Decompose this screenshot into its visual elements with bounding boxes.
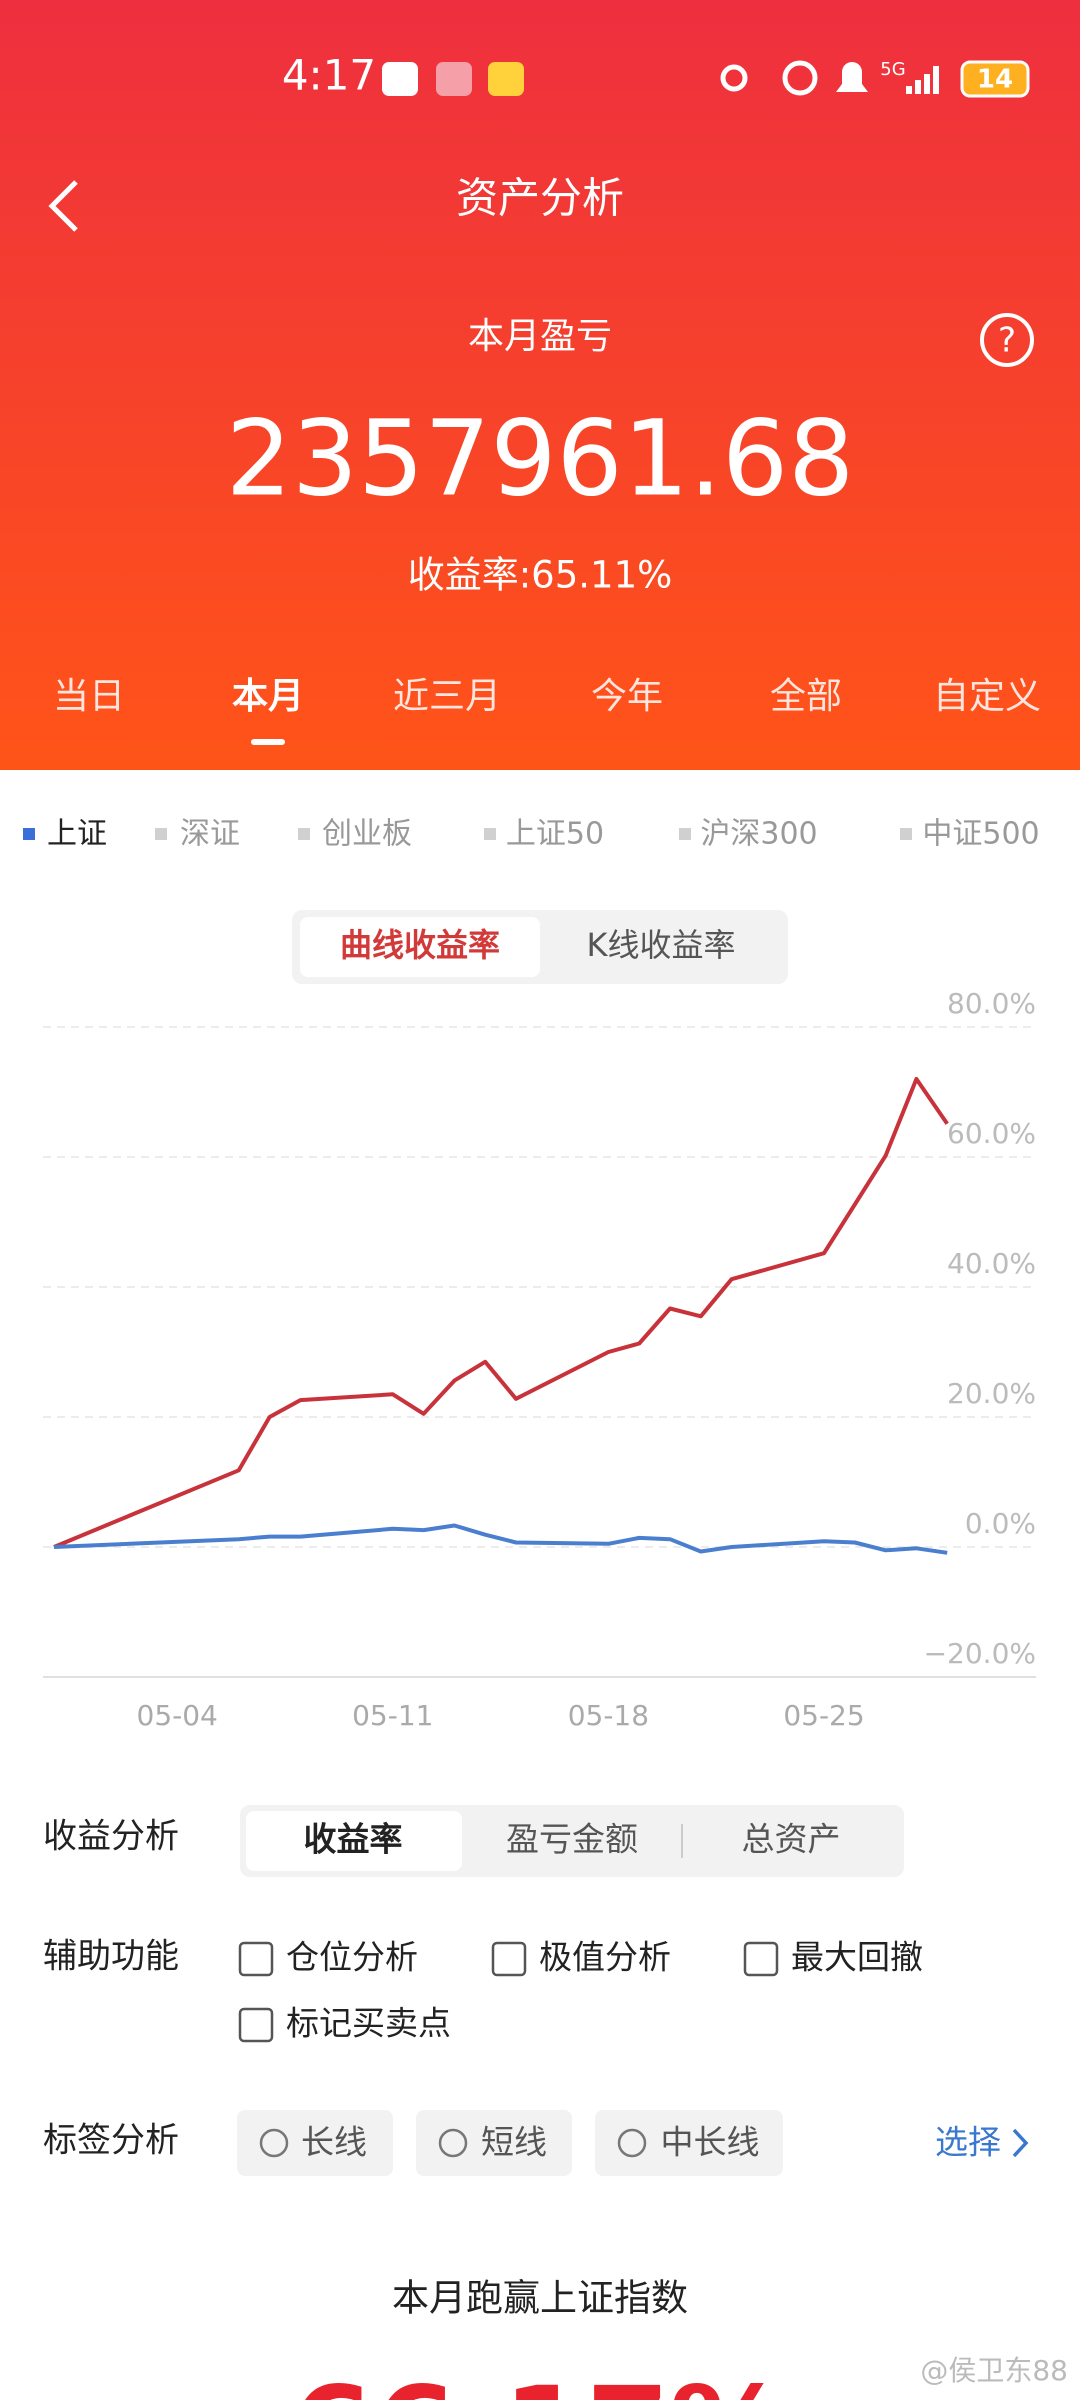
- series-line: [53, 1523, 948, 1555]
- y-tick-label: 80.0%: [947, 987, 1036, 1020]
- checkbox-label: 标记买卖点: [286, 2004, 451, 2043]
- checkbox[interactable]: [743, 1941, 779, 1977]
- period-tab[interactable]: 当日: [53, 676, 125, 717]
- segment-option[interactable]: 盈亏金额: [506, 1820, 638, 1859]
- return-rate: 收益率:65.11%: [408, 554, 673, 597]
- alarm-icon: [782, 60, 818, 96]
- tag-option: 中长线: [661, 2123, 760, 2162]
- tab-indicator: [251, 739, 285, 745]
- index-marker: [298, 828, 310, 840]
- section-label: 标签分析: [43, 2121, 179, 2161]
- segment-option[interactable]: 总资产: [742, 1820, 841, 1859]
- app-icon: [436, 62, 472, 96]
- y-tick-label: 60.0%: [947, 1117, 1036, 1150]
- section-label: 收益分析: [43, 1817, 179, 1857]
- help-button[interactable]: [980, 313, 1034, 367]
- watermark: @侯卫东88: [920, 2354, 1068, 2387]
- index-marker: [900, 828, 912, 840]
- summary-value: 66.17%: [290, 2363, 790, 2400]
- period-tab[interactable]: 本月: [232, 676, 304, 717]
- network: 5G: [880, 59, 905, 80]
- tag-option: 短线: [481, 2123, 547, 2162]
- index-marker: [155, 828, 167, 840]
- toggle-option[interactable]: 曲线收益率: [340, 926, 500, 964]
- index-marker: [679, 828, 691, 840]
- toggle-selected: [300, 917, 540, 977]
- radio: [617, 2128, 647, 2158]
- x-tick-label: 05-18: [568, 1699, 649, 1732]
- y-tick-label: 40.0%: [947, 1247, 1036, 1280]
- index-tab[interactable]: 上证50: [506, 817, 604, 852]
- index-marker: [484, 828, 496, 840]
- index-tab[interactable]: 上证: [47, 817, 107, 852]
- key-icon: [720, 64, 748, 92]
- help-icon: ?: [998, 321, 1016, 361]
- x-tick-label: 05-04: [137, 1699, 218, 1732]
- select-link[interactable]: 选择: [935, 2123, 1001, 2162]
- index-tab[interactable]: 中证500: [922, 817, 1039, 852]
- y-tick-label: 20.0%: [947, 1377, 1036, 1410]
- checkbox-label: 极值分析: [539, 1938, 671, 1977]
- index-marker: [23, 828, 35, 840]
- checkbox-label: 仓位分析: [286, 1938, 418, 1977]
- period-tab[interactable]: 近三月: [393, 676, 501, 717]
- battery-level: 14: [977, 65, 1013, 95]
- chevron: [1012, 2128, 1029, 2158]
- series-line: [53, 1077, 949, 1549]
- app-icon: [382, 62, 418, 96]
- tag-chip[interactable]: [595, 2110, 783, 2176]
- radio: [259, 2128, 289, 2158]
- pnl-amount: 2357961.68: [226, 397, 855, 519]
- period-tab[interactable]: 自定义: [933, 676, 1041, 717]
- period-tab[interactable]: 全部: [770, 676, 842, 717]
- radio: [438, 2128, 468, 2158]
- summary-title: 本月跑赢上证指数: [392, 2277, 688, 2320]
- tag-chip[interactable]: [237, 2110, 393, 2176]
- checkbox[interactable]: [491, 1941, 527, 1977]
- segment-selected: [246, 1811, 462, 1871]
- section-label: 辅助功能: [43, 1937, 179, 1977]
- app-icon: [488, 62, 524, 96]
- y-tick-label: 0.0%: [965, 1507, 1036, 1540]
- checkbox[interactable]: [238, 2007, 274, 2043]
- signal-icon: [906, 66, 939, 94]
- index-tab[interactable]: 深证: [180, 817, 240, 852]
- x-tick-label: 05-11: [352, 1699, 433, 1732]
- x-tick-label: 05-25: [783, 1699, 864, 1732]
- checkbox-label: 最大回撤: [791, 1938, 923, 1977]
- y-tick-label: −20.0%: [924, 1637, 1036, 1670]
- toggle-option[interactable]: K线收益率: [587, 926, 736, 964]
- index-tab[interactable]: 创业板: [322, 817, 412, 852]
- checkbox[interactable]: [238, 1941, 274, 1977]
- battery-icon: [960, 60, 1030, 98]
- header-bg: [0, 0, 1080, 770]
- tag-option: 长线: [301, 2123, 367, 2162]
- index-tab[interactable]: 沪深300: [700, 817, 817, 852]
- period-tab[interactable]: 今年: [591, 676, 663, 717]
- page-title: 资产分析: [456, 174, 624, 223]
- tag-chip[interactable]: [416, 2110, 572, 2176]
- pnl-label: 本月盈亏: [468, 316, 612, 357]
- status-time: 4:17: [282, 51, 376, 100]
- segment-option[interactable]: 收益率: [304, 1820, 403, 1859]
- bell-icon: [836, 62, 868, 92]
- back-button[interactable]: [48, 180, 78, 232]
